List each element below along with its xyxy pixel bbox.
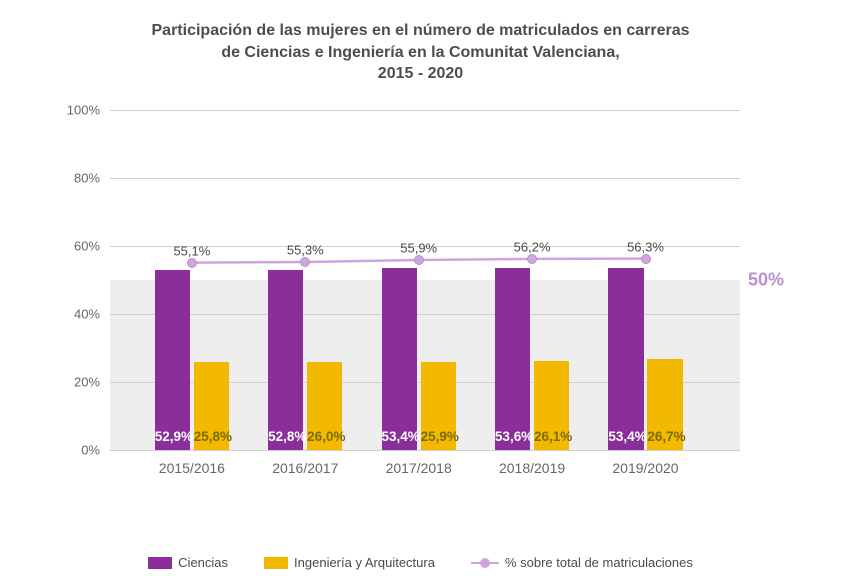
line-marker bbox=[300, 257, 310, 267]
legend-label-line: % sobre total de matriculaciones bbox=[505, 555, 693, 570]
line-value-label: 55,9% bbox=[400, 240, 437, 255]
line-value-label: 55,3% bbox=[287, 242, 324, 257]
line-marker bbox=[187, 258, 197, 268]
line-marker bbox=[527, 254, 537, 264]
legend-item-ciencias: Ciencias bbox=[148, 555, 228, 570]
legend-label-ingenieria: Ingeniería y Arquitectura bbox=[294, 555, 435, 570]
chart-title: Participación de las mujeres en el númer… bbox=[0, 0, 841, 95]
x-axis-label: 2016/2017 bbox=[268, 450, 342, 476]
legend: Ciencias Ingeniería y Arquitectura % sob… bbox=[0, 555, 841, 570]
x-axis-label: 2018/2019 bbox=[495, 450, 569, 476]
title-line-2: de Ciencias e Ingeniería en la Comunitat… bbox=[60, 42, 781, 64]
y-axis-label: 20% bbox=[74, 375, 110, 390]
line-value-label: 55,1% bbox=[173, 243, 210, 258]
line-value-label: 56,3% bbox=[627, 239, 664, 254]
legend-swatch-line bbox=[471, 562, 499, 564]
line-series bbox=[110, 110, 740, 450]
plot-area: 0%20%40%60%80%100%50%52,9%25,8%2015/2016… bbox=[110, 110, 740, 450]
y-axis-label: 0% bbox=[81, 443, 110, 458]
title-line-1: Participación de las mujeres en el númer… bbox=[60, 20, 781, 42]
y-axis-label: 100% bbox=[67, 103, 110, 118]
reference-50-label: 50% bbox=[740, 270, 784, 291]
line-value-label: 56,2% bbox=[514, 239, 551, 254]
legend-label-ciencias: Ciencias bbox=[178, 555, 228, 570]
line-marker bbox=[414, 255, 424, 265]
title-line-3: 2015 - 2020 bbox=[60, 63, 781, 85]
y-axis-label: 40% bbox=[74, 307, 110, 322]
legend-item-ingenieria: Ingeniería y Arquitectura bbox=[264, 555, 435, 570]
x-axis-label: 2017/2018 bbox=[382, 450, 456, 476]
x-axis-label: 2019/2020 bbox=[608, 450, 682, 476]
legend-swatch-ingenieria bbox=[264, 557, 288, 569]
y-axis-label: 80% bbox=[74, 171, 110, 186]
x-axis-label: 2015/2016 bbox=[155, 450, 229, 476]
legend-swatch-ciencias bbox=[148, 557, 172, 569]
chart-area: 0%20%40%60%80%100%50%52,9%25,8%2015/2016… bbox=[70, 110, 790, 480]
legend-item-line: % sobre total de matriculaciones bbox=[471, 555, 693, 570]
line-marker bbox=[641, 254, 651, 264]
y-axis-label: 60% bbox=[74, 239, 110, 254]
